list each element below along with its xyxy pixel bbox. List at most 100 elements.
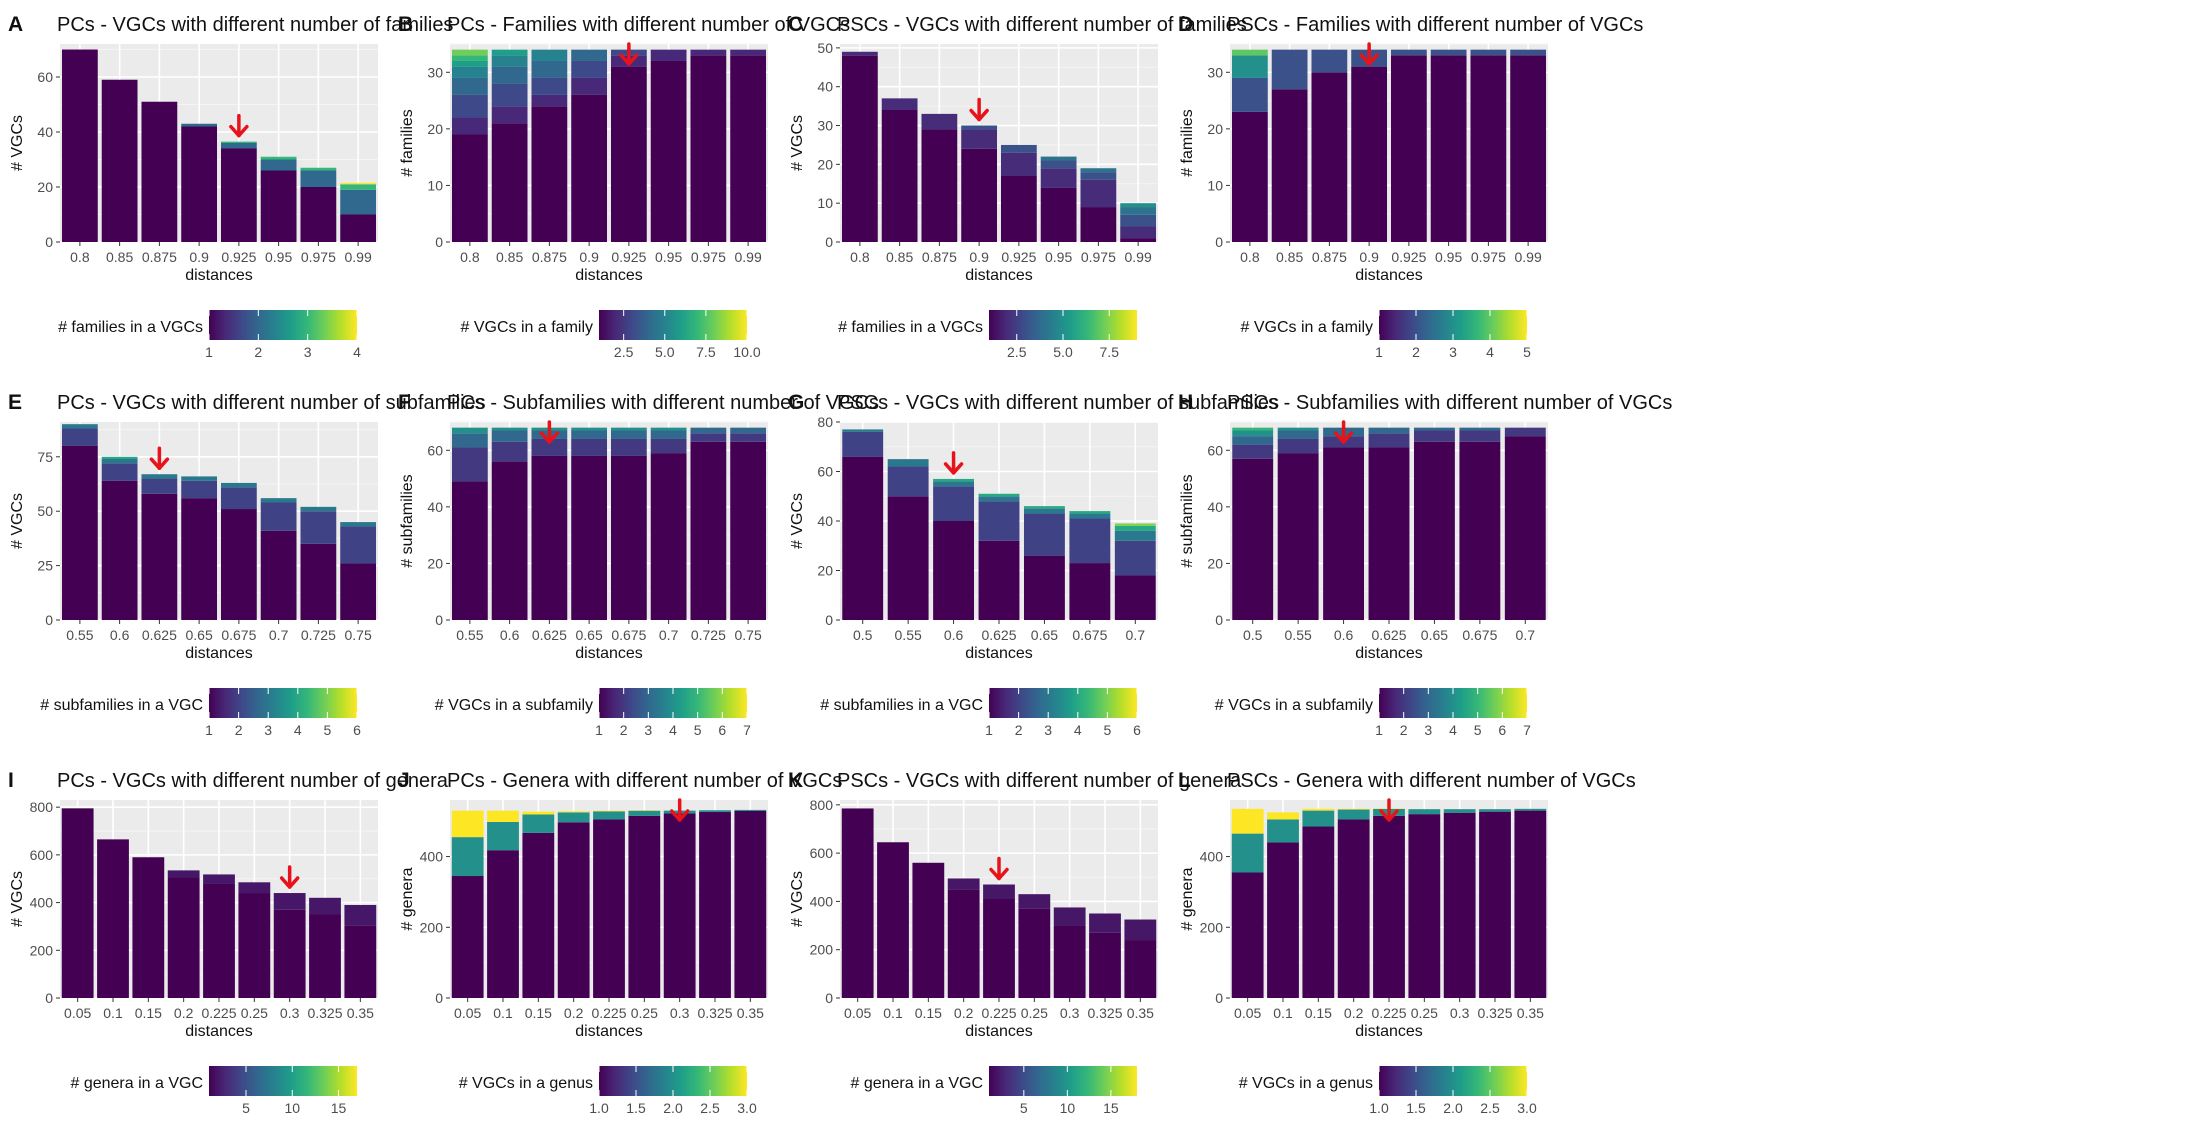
y-tick-label: 200 [30,942,54,958]
legend-tick-label: 4 [669,722,677,738]
y-tick-label: 60 [1207,442,1223,458]
bar-segment [730,55,767,242]
y-tick-label: 50 [37,503,53,519]
chart-title: PSCs - Genera with different number of V… [1227,770,1636,792]
legend-tick-label: 5 [1104,722,1112,738]
bar-segment [1023,506,1065,509]
y-tick-label: 200 [810,942,834,958]
legend-tick-label: 1 [595,722,603,738]
x-tick-label: 0.35 [1517,1005,1544,1021]
legend-tick-label: 5 [242,1100,250,1116]
y-tick-label: 40 [1207,499,1223,515]
legend-colorbar [209,688,357,718]
panel-letter: F [398,391,411,414]
y-tick-label: 400 [1200,849,1224,865]
x-tick-label: 0.1 [1273,1005,1293,1021]
panel-f: F PCs - Subfamilies with different number… [398,391,879,738]
bar-segment [1413,441,1455,620]
x-tick-label: 0.225 [201,1005,236,1021]
panel-letter: I [8,769,14,792]
x-tick-label: 0.2 [174,1005,194,1021]
bar-segment [203,874,235,884]
red-arrow-icon [989,856,1009,881]
legend: # families in a VGCs 2.5 5.0 7.5 [838,310,1137,360]
legend-tick-label: 4 [294,722,302,738]
bar-segment [690,427,727,434]
y-tick-label: 0 [825,990,833,1006]
bar-segment [1231,49,1268,56]
panel-d: D PSCs - Families with different number o… [1178,13,1643,360]
x-axis-label: distances [965,267,1033,284]
x-tick-label: 0.95 [265,249,292,265]
y-tick-label: 400 [30,895,54,911]
bar-segment [344,904,377,926]
bar-segment [451,60,488,67]
y-tick-label: 20 [427,555,443,571]
panel-e: E PCs - VGCs with different number of sub… [8,391,486,738]
x-tick-label: 0.2 [564,1005,584,1021]
bar-segment [300,506,337,512]
bar-segment [628,815,661,998]
x-tick-label: 0.925 [611,249,646,265]
y-tick-label: 0 [45,612,53,628]
bar-segment [921,129,958,242]
legend-tick-label: 5 [324,722,332,738]
x-tick-label: 0.1 [883,1005,903,1021]
legend-title: # families in a VGCs [838,319,983,336]
x-tick-label: 0.3 [280,1005,300,1021]
x-tick-label: 0.7 [269,627,289,643]
bar-segment [300,167,337,171]
x-tick-label: 0.55 [895,627,922,643]
y-tick-label: 0 [45,990,53,1006]
x-tick-label: 0.25 [241,1005,268,1021]
x-tick-label: 0.875 [142,249,177,265]
x-tick-label: 0.35 [347,1005,374,1021]
legend-tick-label: 2.5 [1480,1100,1500,1116]
legend-tick-label: 7 [1523,722,1531,738]
bar-segment [340,189,377,215]
bar-segment [1514,808,1547,811]
bar-segment [451,876,484,998]
bar-segment [1232,427,1274,431]
bar-segment [571,427,608,431]
legend-tick-label: 3.0 [1517,1100,1537,1116]
bar-segment [841,808,874,998]
bar-segment [978,540,1020,620]
bar-segment [1408,814,1441,998]
bar-segment [947,889,980,998]
bar-segment [309,897,341,915]
bar-segment [1510,49,1547,56]
x-tick-label: 0.99 [1515,249,1542,265]
bar-segment [699,810,731,813]
bar-segment [273,893,306,910]
legend-title: # families in a VGCs [58,319,203,336]
arrow-head [279,876,300,889]
panel-letter: C [788,13,803,36]
bar-segment [1114,540,1156,576]
x-tick-label: 0.925 [221,249,256,265]
x-tick-label: 0.95 [1435,249,1462,265]
x-tick-label: 0.325 [307,1005,342,1021]
bar-segment [961,125,998,130]
y-tick-label: 20 [1207,555,1223,571]
bar-segment [531,49,568,61]
y-axis-label: # VGCs [789,493,806,549]
bar-segment [650,60,687,242]
panel-i: I PCs - VGCs with different number of gen… [8,769,449,1116]
legend-tick-label: 7.5 [696,344,716,360]
bar-segment [1271,89,1308,242]
x-tick-label: 0.9 [189,249,209,265]
x-tick-label: 0.875 [922,249,957,265]
bar-segment [1311,72,1348,243]
bar-segment [933,486,975,521]
bar-segment [1124,940,1157,998]
legend-title: # genera in a VGC [70,1075,203,1092]
bar-segment [650,438,687,454]
bar-segment [1479,811,1511,998]
panel-h: H PSCs - Subfamilies with different numbe… [1178,391,1672,738]
chart-title: PCs - Genera with different number of VG… [447,770,842,792]
bar-segment [451,77,488,95]
